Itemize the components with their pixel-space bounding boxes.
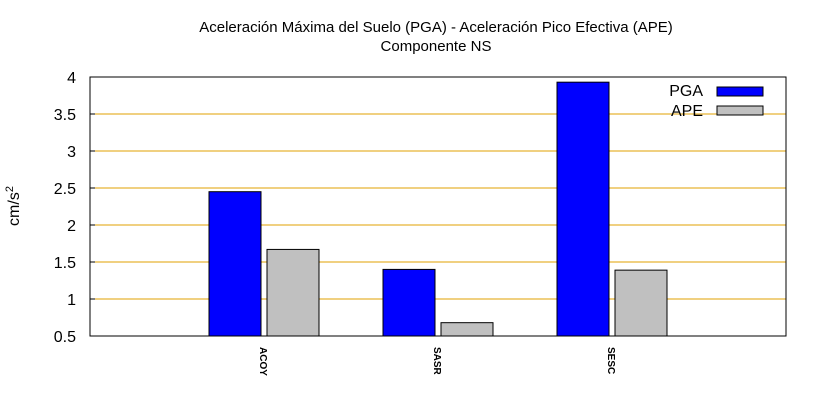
y-tick-label: 0.5 xyxy=(54,329,76,346)
x-tick-label: ACOY xyxy=(257,347,268,376)
x-tick-label: SESC xyxy=(605,347,616,374)
bar-ape-sesc xyxy=(614,269,668,337)
bar-pga-sesc xyxy=(556,81,610,337)
legend-swatch-pga xyxy=(716,86,764,97)
plot-frame xyxy=(89,76,787,337)
x-axis-ticks: ACOY SASR SESC xyxy=(257,347,616,376)
legend: PGA APE xyxy=(669,83,764,120)
y-tick-label: 2.5 xyxy=(54,181,76,198)
y-tick-label: 2 xyxy=(67,218,76,235)
x-tick-label: SASR xyxy=(431,347,442,376)
legend-label-pga: PGA xyxy=(669,83,703,100)
bar-ape-sasr xyxy=(440,322,494,337)
y-tick-label: 3 xyxy=(67,144,76,161)
bar-ape-acoy xyxy=(266,248,320,337)
grid-lines xyxy=(90,113,786,300)
y-axis-label: cm/s2 xyxy=(4,186,23,226)
y-tick-label: 4 xyxy=(67,70,76,87)
chart-subtitle: Componente NS xyxy=(381,38,492,55)
chart-title: Aceleración Máxima del Suelo (PGA) - Ace… xyxy=(199,19,673,36)
legend-label-ape: APE xyxy=(671,103,703,120)
y-tick-label: 3.5 xyxy=(54,107,76,124)
y-axis-ticks: 0.5 1 1.5 2 2.5 3 3.5 4 xyxy=(54,70,95,346)
legend-swatch-ape xyxy=(716,105,764,116)
bars xyxy=(208,81,668,337)
y-tick-label: 1 xyxy=(67,292,76,309)
bar-pga-sasr xyxy=(382,268,436,337)
y-tick-label: 1.5 xyxy=(54,255,76,272)
bar-pga-acoy xyxy=(208,191,262,337)
